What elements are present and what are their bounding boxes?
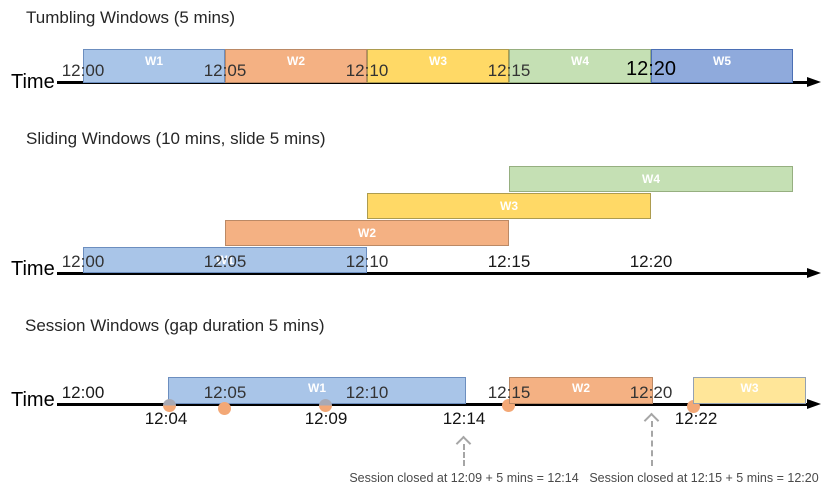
tumbling-window-bar-w2: W2	[225, 49, 367, 83]
event-time-label: 12:04	[144, 409, 188, 428]
axis-tick-1215: 12:15	[487, 252, 531, 271]
axis-tick-1200: 12:00	[61, 383, 105, 402]
window-label: W5	[713, 54, 731, 68]
window-label: W4	[642, 172, 660, 186]
session-closed-annotation-2: Session closed at 12:15 + 5 mins = 12:20	[589, 471, 819, 485]
event-time-label: 12:09	[304, 409, 348, 428]
window-label: W2	[287, 54, 305, 68]
time-axis-label: Time	[11, 258, 55, 280]
arrow-right-icon	[807, 268, 821, 278]
window-label: W3	[740, 381, 759, 395]
axis-tick-1220: 12:20	[629, 252, 673, 271]
event-dot	[319, 399, 332, 412]
sliding-window-bar-w4: W4	[509, 166, 793, 192]
axis-tick-1210: 12:10	[345, 61, 389, 80]
window-label: W3	[429, 54, 447, 68]
event-dot	[163, 399, 176, 412]
axis-tick-1200: 12:00	[61, 61, 105, 80]
section-title: Sliding Windows (10 mins, slide 5 mins)	[26, 129, 326, 148]
axis-tick-1215: 12:15	[487, 61, 531, 80]
window-label: W2	[572, 381, 590, 395]
tumbling-window-bar-w1: W1	[83, 49, 225, 83]
tumbling-window-bar-w5: W5	[651, 49, 793, 83]
session-window-bar-w1: W1	[168, 377, 466, 404]
axis-tick-1210: 12:10	[345, 383, 389, 402]
window-label: W4	[571, 54, 589, 68]
axis-tick-1210: 12:10	[345, 252, 389, 271]
axis-tick-1205: 12:05	[203, 383, 247, 402]
dashed-arrow-stem	[651, 421, 653, 466]
window-label: W1	[308, 381, 326, 395]
time-axis-line	[57, 272, 807, 275]
arrow-right-icon	[807, 77, 821, 87]
window-label: W3	[500, 199, 518, 213]
axis-tick-1205: 12:05	[203, 61, 247, 80]
sliding-window-bar-w2: W2	[225, 220, 509, 246]
event-dot	[218, 402, 231, 415]
section-title: Session Windows (gap duration 5 mins)	[25, 316, 325, 335]
time-axis-label: Time	[11, 389, 55, 411]
session-window-bar-w2: W2	[509, 377, 653, 404]
time-axis-label: Time	[11, 71, 55, 93]
sliding-window-bar-w3: W3	[367, 193, 651, 219]
time-axis-line	[57, 403, 807, 406]
window-label: W1	[145, 54, 163, 68]
window-label: W1	[216, 253, 234, 267]
tumbling-window-bar-w3: W3	[367, 49, 509, 83]
tumbling-window-bar-w4: W4	[509, 49, 651, 83]
sliding-window-bar-w1: W1	[83, 247, 367, 273]
dashed-arrow-stem	[463, 444, 465, 466]
axis-tick-1205: 12:05	[203, 252, 247, 271]
axis-tick-1215: 12:15	[487, 383, 531, 402]
axis-tick-1220: 12:20	[629, 383, 673, 402]
axis-tick-1200: 12:00	[61, 252, 105, 271]
section-title: Tumbling Windows (5 mins)	[26, 8, 236, 27]
arrow-right-icon	[807, 399, 821, 409]
session-window-bar-w3: W3	[693, 377, 806, 404]
window-label: W2	[358, 226, 376, 240]
axis-tick-1220: 12:20	[625, 58, 677, 80]
event-time-label: 12:14	[442, 409, 486, 428]
session-closed-annotation-1: Session closed at 12:09 + 5 mins = 12:14	[349, 471, 579, 485]
event-time-label: 12:22	[674, 409, 718, 428]
